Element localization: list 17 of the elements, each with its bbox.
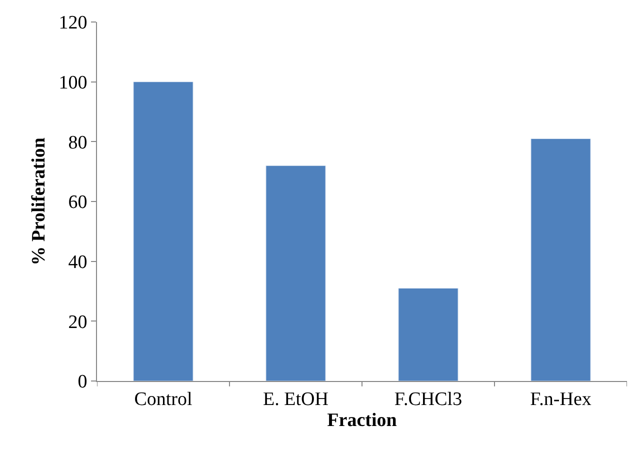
y-tick-label: 80 [68,132,88,154]
x-tick-label: F.n-Hex [530,388,592,410]
y-tick-label: 120 [58,12,88,34]
x-tick-label: F.CHCl3 [394,388,462,410]
y-tick-label: 0 [78,372,88,393]
y-tick-label: 20 [68,312,88,333]
x-tick-label: Control [134,388,192,410]
bar [398,288,458,381]
y-tick-label: 60 [68,192,88,214]
bar [133,82,194,381]
bar [530,138,591,381]
y-axis-title: % Proliferation [28,137,50,266]
x-tick-label: E. EtOH [263,388,329,410]
x-axis-title: Fraction [327,410,398,431]
y-tick-label: 100 [58,72,88,94]
bar [266,165,326,381]
y-tick-label: 40 [68,252,88,273]
